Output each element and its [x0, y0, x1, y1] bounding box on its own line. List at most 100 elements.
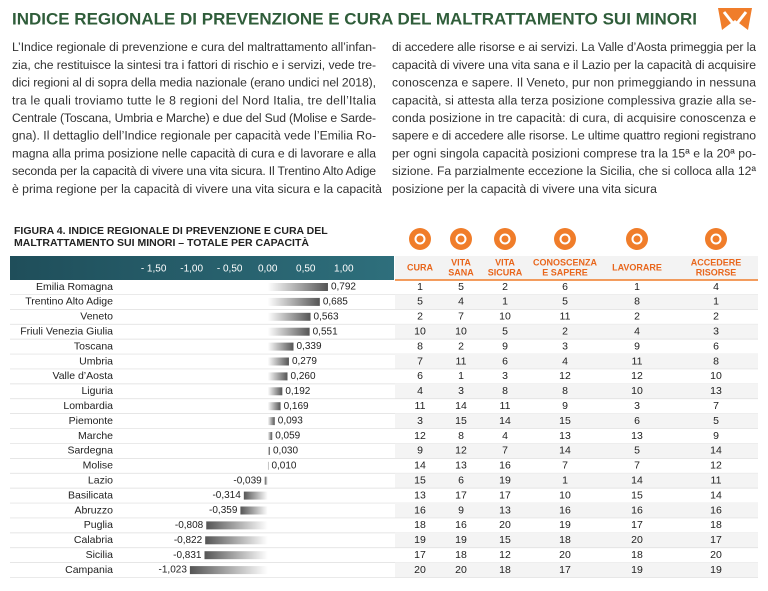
column-icon [705, 228, 727, 250]
region-label: Marche [78, 430, 113, 442]
table-cell: 10 [414, 325, 426, 337]
table-cell: 11 [711, 474, 722, 486]
icon-glyph [414, 233, 426, 245]
bar [240, 506, 268, 515]
icon-glyph [455, 233, 467, 245]
table-cell: 8 [458, 430, 464, 442]
table-cell: 4 [502, 430, 508, 442]
table-cell: 13 [559, 430, 571, 442]
table-cell: 9 [458, 504, 464, 516]
row-stripe [395, 443, 758, 459]
icon-glyph [499, 233, 511, 245]
row-stripe [395, 473, 758, 489]
table-cell: 5 [713, 415, 719, 427]
value-label: 0,792 [331, 282, 356, 293]
table-cell: 6 [417, 370, 423, 382]
region-label: Calabria [74, 534, 113, 546]
column-header: CURA [407, 262, 433, 272]
table-cell: 14 [414, 460, 426, 472]
paragraph-line: sapere e di accedere alle risorse. Le ul… [392, 129, 756, 143]
bar [267, 342, 294, 351]
figure-title: FIGURA 4. INDICE REGIONALE DI PREVENZION… [14, 225, 328, 237]
region-label: Piemonte [69, 415, 114, 427]
page-title: INDICE REGIONALE DI PREVENZIONE E CURA D… [12, 9, 697, 28]
table-cell: 12 [414, 430, 426, 442]
table-cell: 2 [634, 311, 640, 323]
paragraph-line: seconda per la capacità di vivere una vi… [12, 164, 376, 178]
table-cell: 3 [417, 415, 423, 427]
bar [267, 283, 328, 291]
table-cell: 18 [559, 534, 571, 546]
column-header: VITA [451, 257, 471, 267]
bar [267, 432, 273, 440]
region-label: Lombardia [63, 400, 113, 412]
table-cell: 14 [710, 489, 722, 501]
table-cell: 18 [499, 564, 511, 576]
table-cell: 2 [562, 325, 568, 337]
icon-glyph [631, 233, 643, 245]
table-cell: 9 [713, 430, 719, 442]
table-cell: 4 [458, 296, 464, 308]
table-cell: 1 [562, 474, 568, 486]
table-cell: 17 [499, 489, 511, 501]
paragraph-line: gna). Il dettaglio dell’Indice regionale… [12, 129, 376, 143]
table-cell: 12 [559, 370, 571, 382]
table-cell: 12 [710, 460, 722, 472]
table-cell: 5 [634, 445, 640, 457]
paragraph-line: dici regioni al di sopra della media naz… [12, 76, 376, 90]
bar [267, 461, 269, 470]
column-header: SANA [448, 267, 474, 277]
x-tick-label: - 1,50 [141, 264, 167, 275]
table-cell: 3 [713, 325, 719, 337]
paragraph-line: conoscenza e sapere. Il Veneto, pur non … [392, 76, 756, 90]
value-label: -0,039 [233, 475, 262, 486]
table-cell: 17 [455, 489, 467, 501]
figure-title: MALTRATTAMENTO SUI MINORI – TOTALE PER C… [14, 236, 309, 249]
column-icon [450, 228, 472, 250]
table-cell: 16 [631, 504, 643, 516]
table-cell: 18 [414, 519, 426, 531]
table-cell: 2 [458, 340, 464, 352]
table-cell: 17 [414, 549, 426, 561]
region-label: Liguria [81, 385, 113, 397]
value-label: 0,192 [285, 386, 310, 397]
table-cell: 8 [713, 355, 719, 367]
table-cell: 10 [631, 385, 643, 397]
table-cell: 7 [417, 355, 423, 367]
table-cell: 18 [631, 549, 643, 561]
logo [718, 8, 752, 30]
value-label: 0,685 [323, 297, 348, 308]
table-cell: 14 [631, 474, 643, 486]
table-cell: 13 [631, 430, 643, 442]
region-label: Sicilia [86, 549, 114, 561]
table-cell: 5 [458, 281, 464, 293]
table-cell: 6 [713, 340, 719, 352]
table-cell: 7 [713, 400, 719, 412]
table-cell: 5 [502, 325, 508, 337]
bar [267, 312, 311, 321]
value-label: 0,093 [278, 416, 303, 427]
table-cell: 6 [458, 474, 464, 486]
bar [243, 491, 268, 500]
table-cell: 19 [414, 534, 426, 546]
bar [267, 402, 281, 411]
x-tick-label: - 0,50 [217, 264, 243, 275]
column-icon [554, 228, 576, 250]
bar [206, 521, 268, 530]
column-icon [494, 228, 516, 250]
paragraph-line: è prima regione per la capacità di viver… [12, 182, 382, 196]
table-cell: 16 [710, 504, 722, 516]
table-cell: 15 [455, 415, 467, 427]
table-cell: 1 [634, 281, 640, 293]
table-header [395, 256, 758, 280]
row-stripe [395, 413, 758, 429]
table-cell: 16 [455, 519, 467, 531]
paragraph-line: magna alla prima posizione nelle capacit… [12, 146, 376, 160]
table-cell: 5 [417, 296, 423, 308]
table-cell: 16 [414, 504, 426, 516]
row-stripe [395, 383, 758, 399]
value-label: 0,010 [271, 460, 296, 471]
table-cell: 11 [632, 355, 643, 367]
table-cell: 3 [562, 340, 568, 352]
table-cell: 14 [455, 400, 467, 412]
